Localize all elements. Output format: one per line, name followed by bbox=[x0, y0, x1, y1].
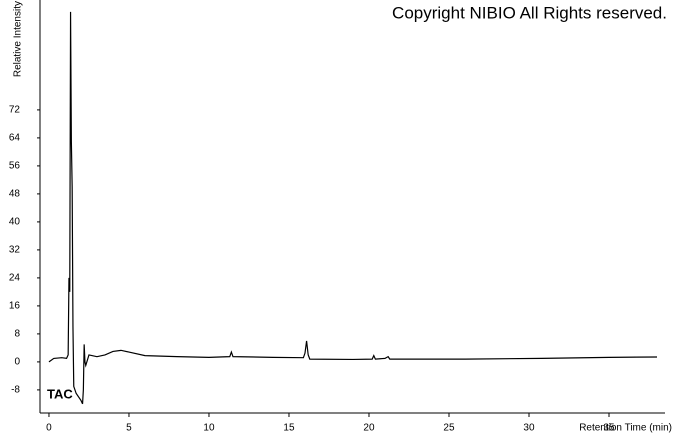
y-tick-label: 16 bbox=[9, 301, 21, 312]
x-tick-label: 15 bbox=[283, 423, 295, 434]
y-tick-label: 64 bbox=[9, 133, 21, 144]
chromatogram-line bbox=[48, 11, 658, 405]
x-tick-label: 35 bbox=[603, 423, 615, 434]
x-tick-label: 0 bbox=[46, 423, 52, 434]
chart-title: Copyright NIBIO All Rights reserved. bbox=[392, 3, 667, 22]
x-tick-label: 25 bbox=[443, 423, 455, 434]
y-tick-label: 24 bbox=[9, 273, 21, 284]
y-tick-label: 40 bbox=[9, 217, 21, 228]
y-tick-label: 0 bbox=[14, 357, 20, 368]
y-tick-label: 48 bbox=[9, 189, 21, 200]
x-axis-label: Retention Time (min) bbox=[579, 423, 672, 434]
x-tick-label: 20 bbox=[363, 423, 375, 434]
y-axis-label: Relative Intensity bbox=[13, 1, 24, 77]
x-tick-label: 30 bbox=[523, 423, 535, 434]
y-tick-label: -8 bbox=[11, 385, 20, 396]
y-tick-label: 8 bbox=[14, 329, 20, 340]
x-tick-label: 10 bbox=[203, 423, 215, 434]
y-tick-label: 72 bbox=[9, 105, 21, 116]
x-tick-label: 5 bbox=[126, 423, 132, 434]
y-tick-label: 56 bbox=[9, 161, 21, 172]
annotation: TAC bbox=[47, 386, 73, 401]
y-tick-label: 32 bbox=[9, 245, 21, 256]
